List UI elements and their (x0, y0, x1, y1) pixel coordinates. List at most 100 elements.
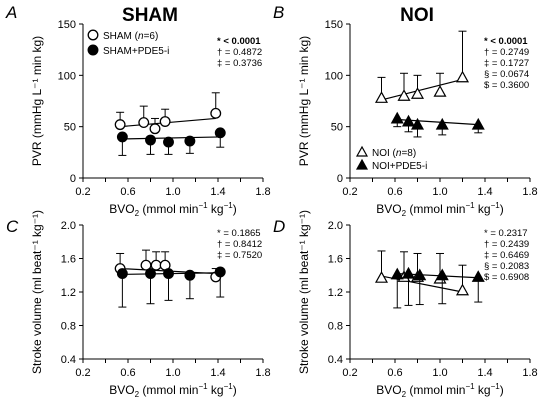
data-point (116, 131, 128, 143)
x-tick-label: 1.8 (522, 367, 537, 379)
panel-title: NOI (400, 5, 434, 26)
data-point (401, 266, 416, 279)
x-tick-label: 1.4 (477, 186, 492, 198)
data-point (433, 85, 447, 97)
legend-label: SHAM (n=6) (103, 31, 158, 42)
data-point (471, 117, 485, 130)
data-point (145, 268, 156, 280)
data-point (435, 268, 449, 281)
y-tick-label: 100 (58, 70, 76, 82)
y-tick-label: 1.6 (328, 254, 343, 266)
stat-line: § = 0.0674 (484, 69, 529, 80)
y-axis-label: Stroke volume (ml beat⁻¹ kg⁻¹) (30, 210, 44, 374)
x-axis-label: BVO2 (mmol min−1 kg−1) (376, 201, 503, 218)
panel-a: A SHAM 0 50 100 150 0.2 0.6 1.0 1.4 1.8 BVO2 (mmol … (5, 3, 271, 218)
data-point (114, 119, 126, 131)
data-point (374, 271, 389, 283)
data-point (390, 267, 404, 280)
x-tick-label: 1.8 (255, 367, 270, 379)
data-point (397, 89, 411, 101)
data-point (214, 127, 226, 139)
x-tick-label: 1.0 (165, 367, 180, 379)
x-tick-label: 1.4 (210, 367, 225, 379)
stat-line: † = 0.2439 (484, 239, 529, 250)
data-point (435, 117, 449, 130)
data-point (410, 117, 425, 130)
y-tick-label: 2.0 (328, 220, 343, 232)
data-point (413, 268, 427, 281)
panel-letter: D (273, 217, 285, 236)
y-tick-label: 0.8 (61, 321, 76, 333)
stat-line: ‡ = 0.3736 (217, 58, 262, 69)
x-tick-label: 0.2 (75, 367, 90, 379)
y-axis-label: PVR (mmHg L⁻¹ min kg) (30, 36, 44, 166)
data-point (390, 111, 404, 124)
stat-line: † = 0.2749 (484, 47, 529, 58)
x-tick-label: 1.4 (477, 367, 492, 379)
stat-line: * = 0.1865 (217, 228, 261, 239)
y-tick-label: 1.2 (61, 287, 76, 299)
panel-letter: A (5, 3, 17, 22)
x-tick-label: 0.6 (387, 186, 402, 198)
y-tick-label: 1.6 (61, 254, 76, 266)
data-point (138, 117, 150, 129)
stat-line: § = 0.2083 (484, 261, 529, 272)
legend-label: NOI (n=8) (372, 148, 416, 159)
x-tick-label: 1.4 (210, 186, 225, 198)
y-tick-label: 50 (331, 122, 343, 134)
legend-marker (355, 145, 369, 157)
series-treated (390, 111, 485, 138)
stat-line: * = 0.2317 (484, 228, 528, 239)
panel-d: D 0.4 0.8 1.2 1.6 2.0 0.2 0.6 1.0 1.4 1.8 BVO2 (mmo… (273, 210, 538, 399)
x-tick-label: 0.6 (120, 186, 135, 198)
x-tick-label: 1.0 (432, 367, 447, 379)
y-tick-label: 2.0 (61, 220, 76, 232)
x-tick-label: 0.6 (120, 367, 135, 379)
stat-line: ‡ = 0.1727 (484, 58, 529, 69)
data-point (410, 87, 425, 99)
data-point (401, 114, 416, 127)
stat-line: $ = 0.6908 (484, 272, 529, 283)
panel-letter: C (6, 217, 19, 236)
x-tick-label: 0.2 (342, 186, 357, 198)
stat-line: * < 0.0001 (217, 36, 261, 47)
y-axis-label: Stroke volume (ml beat⁻¹ kg⁻¹) (297, 210, 311, 374)
data-point (455, 70, 470, 83)
legend-label: SHAM+PDE5-i (103, 46, 169, 57)
panel-b: B NOI 0 50 100 150 0.2 0.6 1.0 1.4 1.8 BVO2 (mmol m… (273, 3, 538, 218)
y-tick-label: 150 (58, 19, 76, 31)
data-point (214, 266, 226, 278)
stat-line: ‡ = 0.7520 (217, 250, 262, 261)
series-treated (116, 266, 226, 308)
y-tick-label: 50 (64, 122, 76, 134)
y-tick-label: 0.4 (328, 354, 343, 366)
data-point (116, 268, 128, 280)
data-point (159, 116, 171, 127)
panel-letter: B (273, 3, 284, 22)
stat-line: † = 0.4872 (217, 47, 262, 58)
data-point (149, 123, 161, 135)
legend-marker (87, 29, 99, 41)
x-tick-label: 1.8 (522, 186, 537, 198)
data-point (184, 135, 196, 147)
data-point (163, 268, 174, 280)
stat-line: ‡ = 0.6469 (484, 250, 529, 261)
y-tick-label: 0.4 (61, 354, 76, 366)
y-axis-label: PVR (mmHg L⁻¹ min kg) (297, 36, 311, 166)
legend-marker (355, 158, 369, 170)
panel-title: SHAM (122, 5, 178, 26)
x-axis-label: BVO2 (mmol min−1 kg−1) (376, 382, 503, 399)
x-tick-label: 1.8 (255, 186, 270, 198)
series-treated (390, 266, 485, 309)
data-point (163, 136, 174, 148)
series-control (374, 30, 470, 103)
data-point (150, 259, 162, 271)
x-tick-label: 0.6 (387, 367, 402, 379)
legend-marker (87, 44, 99, 56)
panel-c: C 0.4 0.8 1.2 1.6 2.0 0.2 0.6 1.0 1.4 1.8 BVO2 (mmo… (6, 210, 271, 399)
y-tick-label: 100 (325, 70, 343, 82)
y-tick-label: 150 (325, 19, 343, 31)
data-point (471, 270, 485, 282)
y-tick-label: 0 (337, 173, 343, 185)
